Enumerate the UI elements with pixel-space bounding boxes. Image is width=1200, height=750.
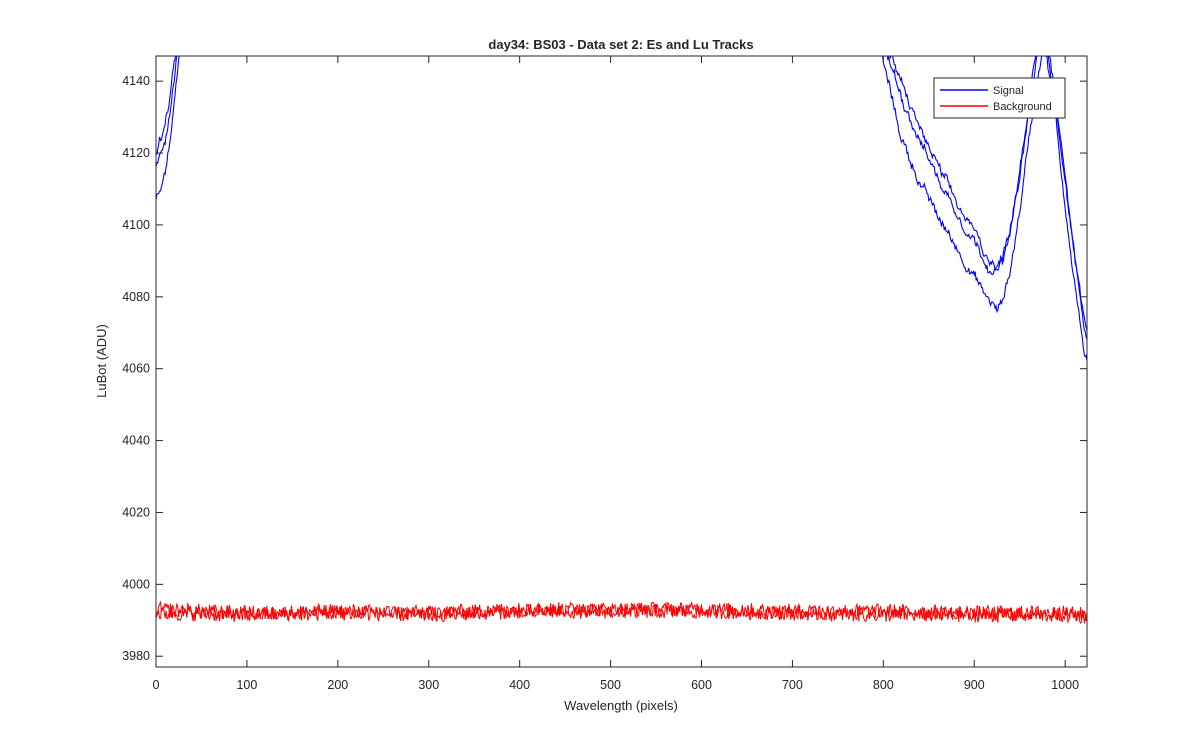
y-tick-label: 4040 [122,434,150,448]
legend-label-background: Background [993,101,1052,113]
x-axis-label: Wavelength (pixels) [564,698,678,713]
x-tick-label: 400 [509,678,530,692]
x-tick-label: 1000 [1051,678,1079,692]
y-axis: 3980 4000 4020 4040 4060 4080 4100 4120 4140 [122,74,1087,663]
signal-track [156,56,1087,361]
y-tick-label: 4060 [122,362,150,376]
chart-title: day34: BS03 - Data set 2: Es and Lu Trac… [488,37,753,52]
series-layer [156,56,1087,625]
x-tick-label: 600 [691,678,712,692]
x-tick-label: 300 [418,678,439,692]
legend-box [933,77,1066,119]
y-tick-label: 4020 [122,505,150,519]
signal-track [156,56,1087,340]
x-tick-label: 0 [153,678,160,692]
x-tick-label: 800 [873,678,894,692]
axes-box [155,55,1088,668]
y-tick-label: 4120 [122,146,150,160]
y-tick-label: 4080 [122,290,150,304]
y-tick-label: 4000 [122,577,150,591]
y-tick-label: 4140 [122,74,150,88]
plot-area [156,56,1087,667]
y-tick-label: 3980 [122,649,150,663]
x-tick-label: 700 [782,678,803,692]
legend-label-signal: Signal [993,85,1024,97]
x-tick-label: 100 [236,678,257,692]
background-track [156,602,1087,625]
y-tick-label: 4100 [122,218,150,232]
signal-track [156,56,1087,332]
legend: Signal Background [933,77,1066,119]
x-tick-label: 500 [600,678,621,692]
x-tick-label: 200 [327,678,348,692]
y-axis-label: LuBot (ADU) [94,324,109,398]
x-tick-label: 900 [964,678,985,692]
x-axis: 0 100 200 300 400 500 600 700 800 900 1000 [153,56,1079,692]
